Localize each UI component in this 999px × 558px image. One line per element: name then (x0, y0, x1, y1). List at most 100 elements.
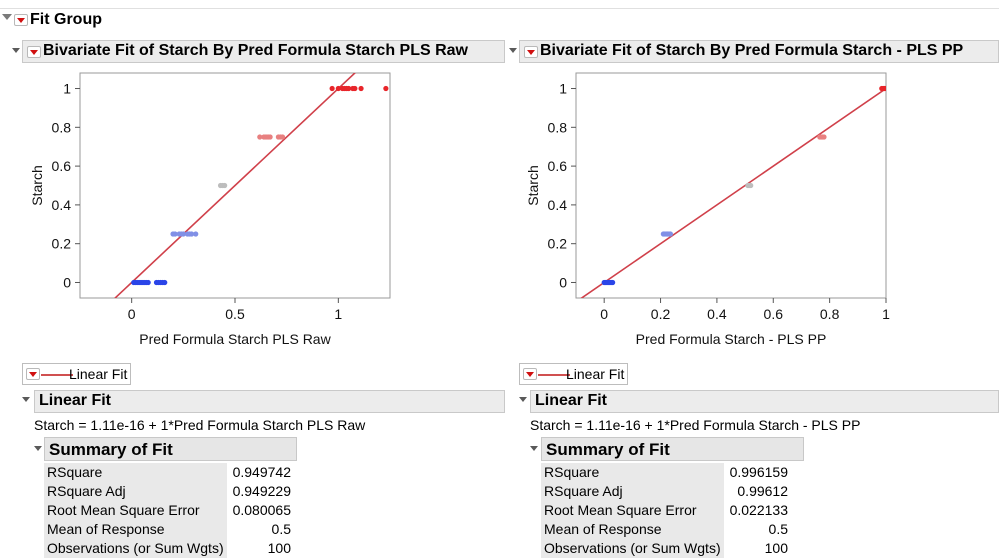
summary-left-value: 0.5 (271, 521, 291, 537)
collapse-linear-fit-right-icon[interactable] (519, 397, 527, 402)
data-point (335, 85, 341, 92)
linear-fit-left-title: Linear Fit (39, 392, 112, 409)
data-point (257, 134, 263, 140)
linear-fit-right-header: Linear Fit (530, 390, 999, 413)
data-point (267, 134, 273, 140)
y-tick-label: 0.2 (548, 236, 568, 252)
data-point (145, 279, 151, 286)
panel-left-title: Bivariate Fit of Starch By Pred Formula … (43, 42, 468, 59)
collapse-linear-fit-left-icon[interactable] (22, 397, 30, 402)
data-point (883, 85, 886, 92)
x-tick-label: 1 (882, 306, 890, 322)
y-axis-label: Starch (29, 165, 45, 205)
data-point (748, 182, 754, 189)
summary-left-label: RSquare Adj (44, 482, 227, 501)
summary-left-label: RSquare (44, 463, 227, 482)
summary-right-label: RSquare (541, 463, 724, 482)
collapse-summary-right-icon[interactable] (530, 446, 538, 451)
data-point (667, 231, 674, 237)
x-tick-label: 0.4 (707, 306, 727, 322)
plot-area (580, 85, 886, 298)
x-axis-label: Pred Formula Starch PLS Raw (139, 331, 331, 347)
x-tick-label: 0.5 (225, 306, 245, 322)
data-point (821, 134, 827, 140)
x-tick-label: 1 (334, 306, 342, 322)
collapse-fit-group-icon[interactable] (2, 14, 12, 20)
x-tick-label: 0.2 (651, 306, 671, 322)
legend-right-label: Linear Fit (566, 366, 625, 382)
data-point (329, 85, 335, 92)
summary-right-value: 100 (764, 540, 788, 556)
summary-right-header: Summary of Fit (541, 437, 804, 461)
y-tick-label: 0 (559, 274, 567, 290)
summary-left-value: 0.949229 (232, 483, 291, 499)
summary-right-label: Observations (or Sum Wgts) (541, 539, 724, 558)
legend-left-line-swatch (41, 374, 73, 376)
y-tick-label: 0.6 (548, 158, 568, 174)
data-point (162, 279, 168, 286)
x-tick-label: 0 (600, 306, 608, 322)
y-axis-label: Starch (525, 165, 541, 205)
y-tick-label: 1 (63, 81, 71, 97)
legend-linear-fit-left[interactable]: Linear Fit (22, 363, 131, 385)
collapse-summary-left-icon[interactable] (34, 446, 42, 451)
data-point (383, 85, 389, 92)
data-point (193, 231, 199, 237)
legend-left-menu-button[interactable] (26, 368, 40, 380)
summary-left-value: 100 (267, 540, 291, 556)
plot-area (113, 73, 389, 298)
y-tick-label: 0 (63, 274, 71, 290)
y-tick-label: 0.4 (548, 197, 568, 213)
legend-left-label: Linear Fit (69, 366, 128, 382)
fit-group-title: Fit Group (30, 11, 102, 28)
y-tick-label: 0.4 (52, 197, 72, 213)
y-tick-label: 0.6 (52, 158, 72, 174)
data-point (610, 279, 616, 286)
collapse-panel-right-icon[interactable] (509, 48, 517, 53)
plot-frame (575, 72, 887, 299)
legend-right-line-swatch (538, 374, 570, 376)
data-point (172, 231, 178, 237)
legend-linear-fit-right[interactable]: Linear Fit (519, 363, 628, 385)
data-point (222, 182, 228, 189)
fit-line (580, 87, 886, 298)
summary-right-value: 0.99612 (737, 483, 788, 499)
panel-right-menu-button[interactable] (524, 46, 538, 58)
x-tick-label: 0 (128, 306, 136, 322)
summary-right-label: Mean of Response (541, 520, 724, 539)
data-point (352, 85, 358, 92)
equation-right: Starch = 1.11e-16 + 1*Pred Formula Starc… (530, 417, 861, 433)
summary-left-label: Observations (or Sum Wgts) (44, 539, 227, 558)
panel-left-header: Bivariate Fit of Starch By Pred Formula … (22, 40, 505, 63)
summary-right-value: 0.022133 (729, 502, 788, 518)
collapse-panel-left-icon[interactable] (12, 48, 20, 53)
y-tick-label: 1 (559, 81, 567, 97)
x-tick-label: 0.6 (764, 306, 784, 322)
summary-left-value: 0.080065 (232, 502, 291, 518)
data-point (180, 231, 186, 237)
y-tick-label: 0.8 (52, 119, 72, 135)
panel-right-title: Bivariate Fit of Starch By Pred Formula … (540, 42, 964, 59)
data-point (279, 134, 286, 140)
summary-left-header: Summary of Fit (44, 437, 297, 461)
panel-right-header: Bivariate Fit of Starch By Pred Formula … (519, 40, 999, 63)
top-divider (0, 8, 999, 9)
summary-right-value: 0.5 (768, 521, 788, 537)
summary-left-label: Root Mean Square Error (44, 501, 227, 520)
legend-right-menu-button[interactable] (523, 368, 537, 380)
summary-left-label: Mean of Response (44, 520, 227, 539)
data-point (346, 85, 352, 92)
x-tick-label: 0.8 (820, 306, 840, 322)
summary-right-label: RSquare Adj (541, 482, 724, 501)
linear-fit-right-title: Linear Fit (535, 392, 608, 409)
summary-left-title: Summary of Fit (49, 440, 173, 459)
linear-fit-left-header: Linear Fit (34, 390, 505, 413)
scatter-plot-right: 0 0.2 0.4 0.6 0.8 1 0 0.2 0.4 0.6 0.8 1 Pred Formula… (525, 72, 890, 347)
panel-left-menu-button[interactable] (27, 46, 41, 58)
summary-right-value: 0.996159 (729, 464, 788, 480)
fit-group-menu-button[interactable] (14, 14, 28, 26)
summary-right-title: Summary of Fit (546, 440, 670, 459)
equation-left: Starch = 1.11e-16 + 1*Pred Formula Starc… (34, 417, 366, 433)
x-axis-label: Pred Formula Starch - PLS PP (636, 331, 827, 347)
